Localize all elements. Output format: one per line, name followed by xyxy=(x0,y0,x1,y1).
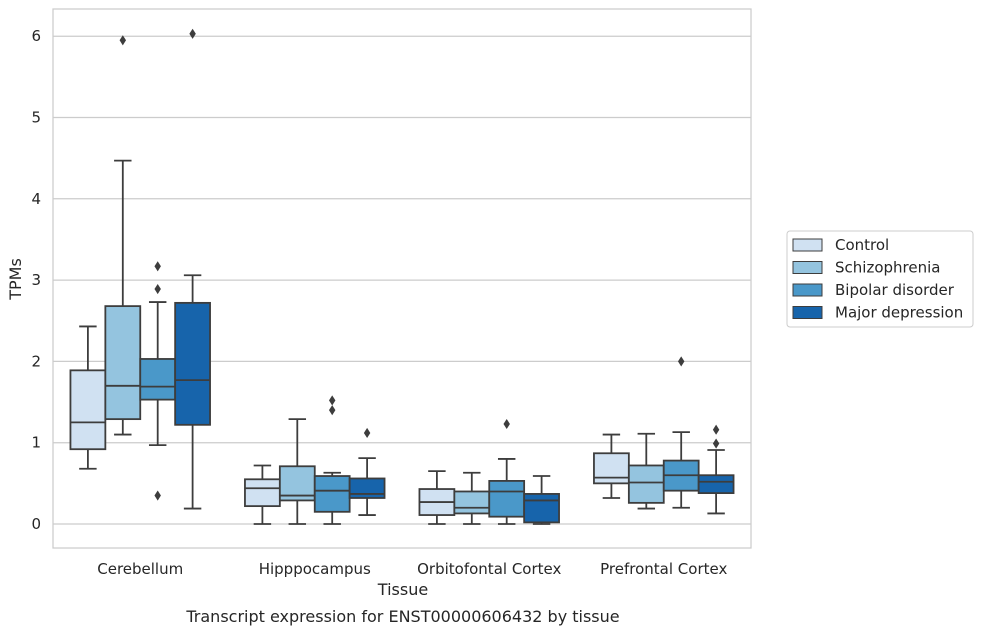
x-tick-label: Hipppocampus xyxy=(259,560,371,578)
outlier-point xyxy=(154,490,161,501)
legend-label: Bipolar disorder xyxy=(835,281,955,299)
box-bipolar-disorder xyxy=(139,261,177,501)
y-tick-label: 2 xyxy=(31,352,41,370)
legend-label: Schizophrenia xyxy=(835,259,940,277)
box-body xyxy=(627,464,665,504)
x-tick-label: Orbitofontal Cortex xyxy=(417,560,561,578)
y-axis-label: TPMs xyxy=(6,258,25,301)
box-bipolar-disorder xyxy=(662,356,700,509)
outlier-point xyxy=(119,35,127,46)
x-tick-label: Prefrontal Cortex xyxy=(600,560,727,578)
x-tick-label: Cerebellum xyxy=(97,560,183,578)
y-tick-labels: 0 1 2 3 4 5 6 xyxy=(31,27,41,533)
box-schizophrenia xyxy=(278,418,316,525)
box-body xyxy=(593,452,630,485)
box-body xyxy=(348,477,386,499)
legend-swatch xyxy=(792,283,823,297)
outlier-point xyxy=(328,395,336,406)
legend-swatch xyxy=(792,238,823,252)
y-tick-label: 5 xyxy=(31,109,41,127)
box-body xyxy=(523,493,560,524)
box-major-depression xyxy=(348,427,386,516)
legend-label: Major depression xyxy=(835,304,963,322)
box-body xyxy=(244,478,281,508)
box-major-depression xyxy=(523,475,560,525)
box-body xyxy=(174,301,211,426)
box-bipolar-disorder xyxy=(488,418,526,525)
box-body xyxy=(104,305,142,421)
y-tick-label: 6 xyxy=(31,27,41,45)
outlier-point xyxy=(712,438,720,449)
box-control xyxy=(244,464,281,525)
x-tick-labels: Cerebellum Hipppocampus Orbitofontal Corte… xyxy=(97,560,727,578)
outlier-point xyxy=(328,405,336,416)
box-bipolar-disorder xyxy=(313,395,351,525)
outlier-point xyxy=(189,28,196,39)
outlier-point xyxy=(677,356,685,367)
outlier-point xyxy=(503,418,510,430)
y-tick-label: 0 xyxy=(31,515,41,533)
box-body xyxy=(313,475,351,513)
legend-frame xyxy=(786,230,974,328)
y-tick-label: 3 xyxy=(31,271,41,289)
plot-frame xyxy=(52,8,752,549)
chart-title: Transcript expression for ENST0000060643… xyxy=(185,607,619,626)
box-schizophrenia xyxy=(627,432,665,510)
box-plots xyxy=(69,28,735,525)
legend-label: Control xyxy=(835,236,889,254)
box-body xyxy=(697,474,735,495)
outlier-point xyxy=(154,261,161,272)
legend-swatch xyxy=(792,306,823,319)
y-tick-label: 1 xyxy=(31,434,41,452)
box-body xyxy=(488,480,526,518)
box-body xyxy=(139,358,177,401)
box-control xyxy=(418,470,456,525)
legend: Control Schizophrenia Bipolar disorder Majo… xyxy=(786,230,974,328)
box-major-depression xyxy=(174,28,211,510)
outlier-point xyxy=(363,427,371,439)
outlier-point xyxy=(712,424,720,435)
x-axis-label: Tissue xyxy=(377,580,428,599)
box-schizophrenia xyxy=(453,471,491,525)
box-control xyxy=(69,325,107,470)
y-tick-label: 4 xyxy=(31,190,41,208)
box-schizophrenia xyxy=(104,35,142,436)
box-body xyxy=(69,369,107,451)
box-control xyxy=(593,433,630,499)
box-body xyxy=(453,490,491,515)
legend-swatch xyxy=(792,261,823,274)
box-major-depression xyxy=(697,424,735,515)
outlier-point xyxy=(154,283,161,295)
